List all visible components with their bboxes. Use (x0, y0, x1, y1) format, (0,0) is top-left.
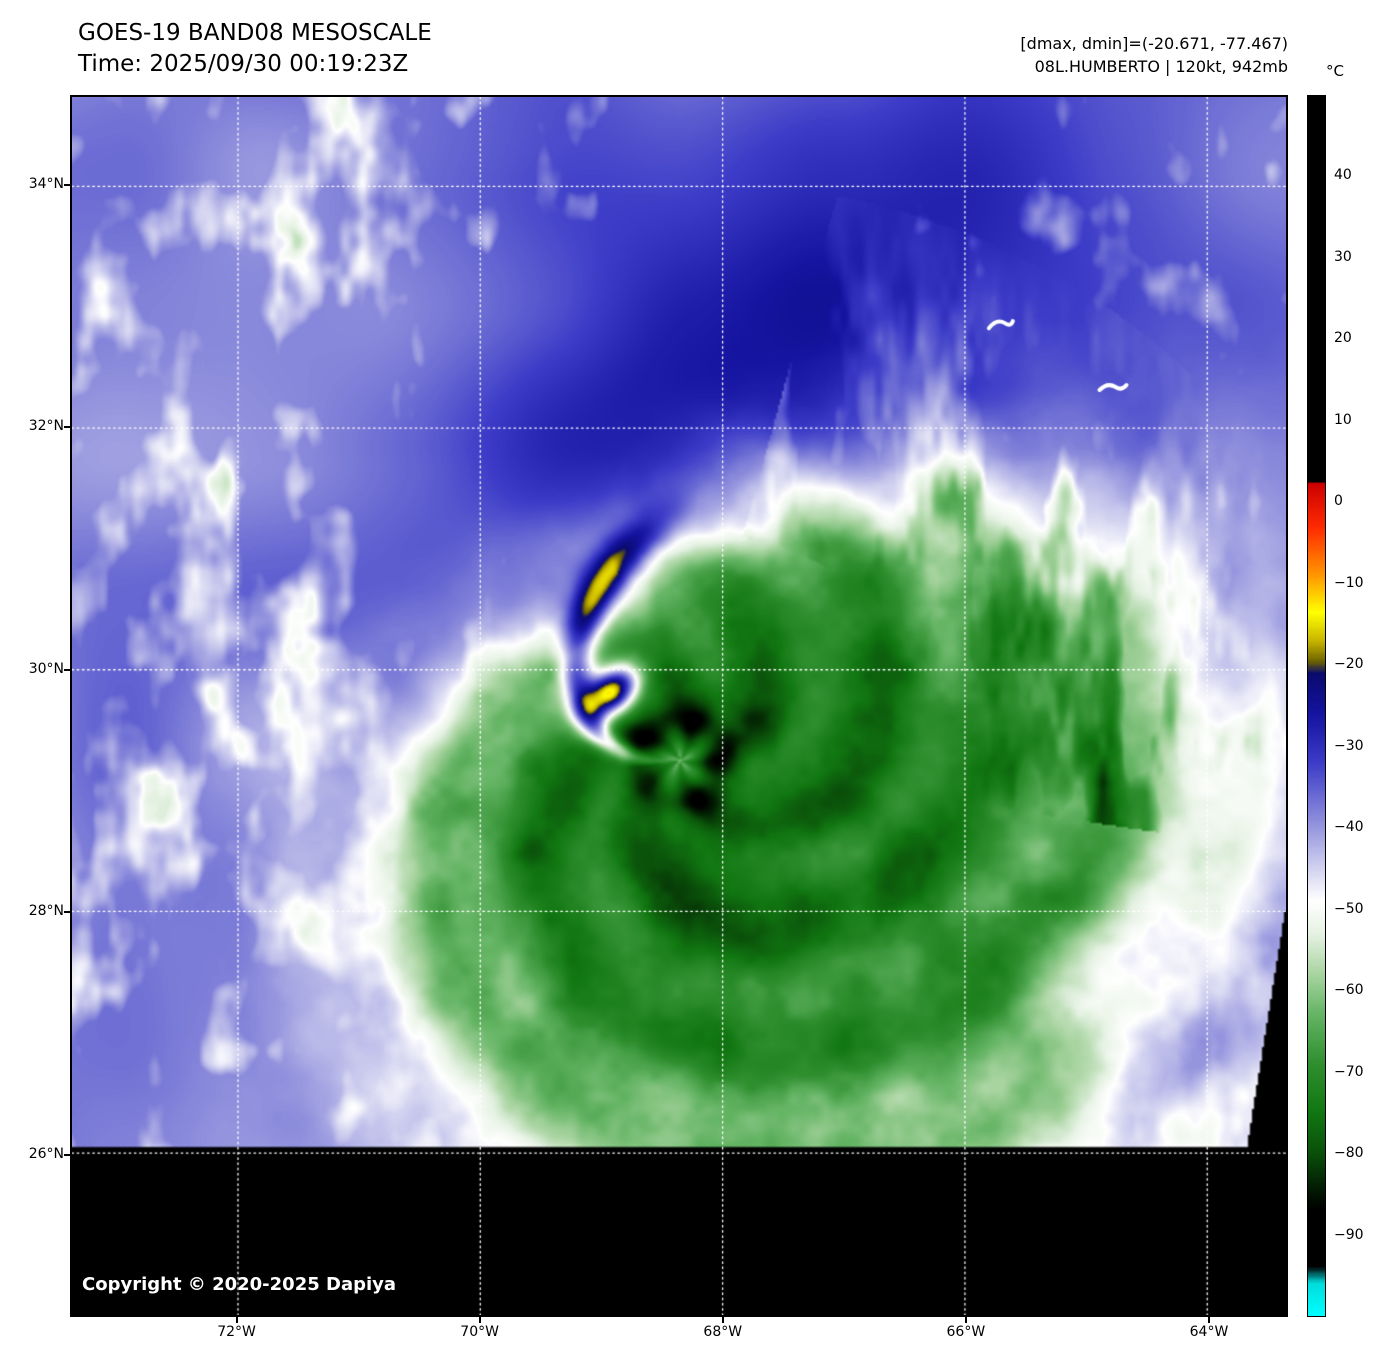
satellite-map-plot: Copyright © 2020-2025 Dapiya (70, 95, 1288, 1317)
lat-tick-label: 32°N (28, 418, 64, 435)
annotation-storm-info: 08L.HUMBERTO | 120kt, 942mb (1034, 57, 1288, 76)
colorbar-tick-label: −70 (1334, 1063, 1364, 1080)
colorbar-tick-label: 0 (1334, 493, 1343, 510)
colorbar-tick-label: 40 (1334, 167, 1352, 184)
lon-tick-label: 64°W (1189, 1324, 1229, 1340)
lat-tick-mark (64, 1153, 70, 1156)
colorbar-tick-label: −30 (1334, 737, 1364, 754)
lon-tick-mark (721, 1317, 724, 1323)
colorbar-tick-label: 30 (1334, 248, 1352, 265)
copyright-text: Copyright © 2020-2025 Dapiya (82, 1274, 397, 1295)
colorbar-tick-label: −60 (1334, 982, 1364, 999)
colorbar-tick-label: −40 (1334, 819, 1364, 836)
lon-tick-label: 70°W (460, 1324, 499, 1340)
annotation-dmax-dmin: [dmax, dmin]=(-20.671, -77.467) (1020, 34, 1288, 53)
colorbar-tick-label: −20 (1334, 656, 1364, 673)
lat-tick-label: 26°N (28, 1145, 64, 1162)
colorbar-tick-label: 10 (1334, 411, 1352, 428)
colorbar-unit-label: °C (1326, 62, 1344, 80)
lat-tick-label: 34°N (28, 175, 64, 192)
lon-tick-mark (235, 1317, 238, 1323)
colorbar-tick-label: −80 (1334, 1145, 1364, 1162)
lat-tick-label: 28°N (28, 903, 64, 920)
lat-tick-mark (64, 426, 70, 429)
lon-tick-label: 66°W (946, 1324, 986, 1340)
colorbar-tick-label: 20 (1334, 330, 1352, 347)
chart-title: GOES-19 BAND08 MESOSCALE (78, 20, 432, 46)
satellite-image-canvas (72, 97, 1286, 1315)
lat-tick-mark (64, 668, 70, 671)
colorbar-tick-label: −90 (1334, 1226, 1364, 1243)
lon-tick-label: 72°W (217, 1324, 256, 1340)
lon-tick-mark (478, 1317, 481, 1323)
lat-tick-mark (64, 911, 70, 914)
lon-tick-mark (964, 1317, 967, 1323)
lon-tick-mark (1207, 1317, 1210, 1323)
lon-tick-label: 68°W (703, 1324, 743, 1340)
chart-time: Time: 2025/09/30 00:19:23Z (78, 51, 409, 77)
colorbar-tick-label: −10 (1334, 574, 1364, 591)
colorbar-gradient-canvas (1308, 96, 1325, 1316)
lat-tick-label: 30°N (28, 660, 64, 677)
colorbar-tick-label: −50 (1334, 900, 1364, 917)
lat-tick-mark (64, 183, 70, 186)
colorbar (1307, 95, 1326, 1317)
